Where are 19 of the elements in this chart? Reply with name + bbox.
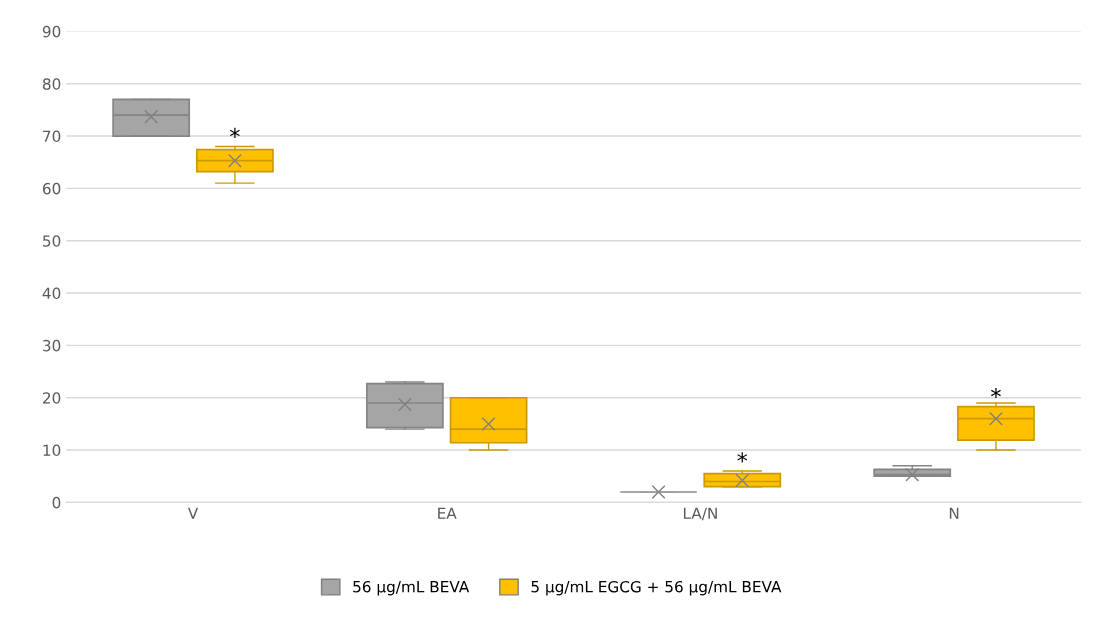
y-tick-label: 50 — [43, 235, 61, 247]
legend-label: 5 µg/mL EGCG + 56 µg/mL BEVA — [531, 580, 782, 596]
y-tick-label: 60 — [42, 182, 61, 195]
y-tick-label: 20 — [43, 392, 61, 404]
x-tick-label: N — [949, 507, 959, 519]
y-tick-label: 10 — [43, 444, 61, 457]
y-tick-label: 0 — [52, 496, 61, 509]
x-tick-label: V — [187, 507, 199, 519]
y-tick-label: 70 — [43, 130, 61, 143]
annotation: * — [737, 452, 748, 463]
x-tick-label: EA — [438, 507, 457, 519]
annotation: * — [229, 127, 240, 138]
y-tick-label: 40 — [42, 287, 61, 300]
annotation: * — [991, 387, 1001, 399]
y-tick-label: 90 — [42, 25, 61, 38]
x-tick-label: LA/N — [683, 507, 717, 521]
y-tick-label: 80 — [42, 78, 61, 90]
legend-label: 56 µg/mL BEVA — [353, 580, 470, 596]
y-tick-label: 30 — [43, 339, 61, 352]
